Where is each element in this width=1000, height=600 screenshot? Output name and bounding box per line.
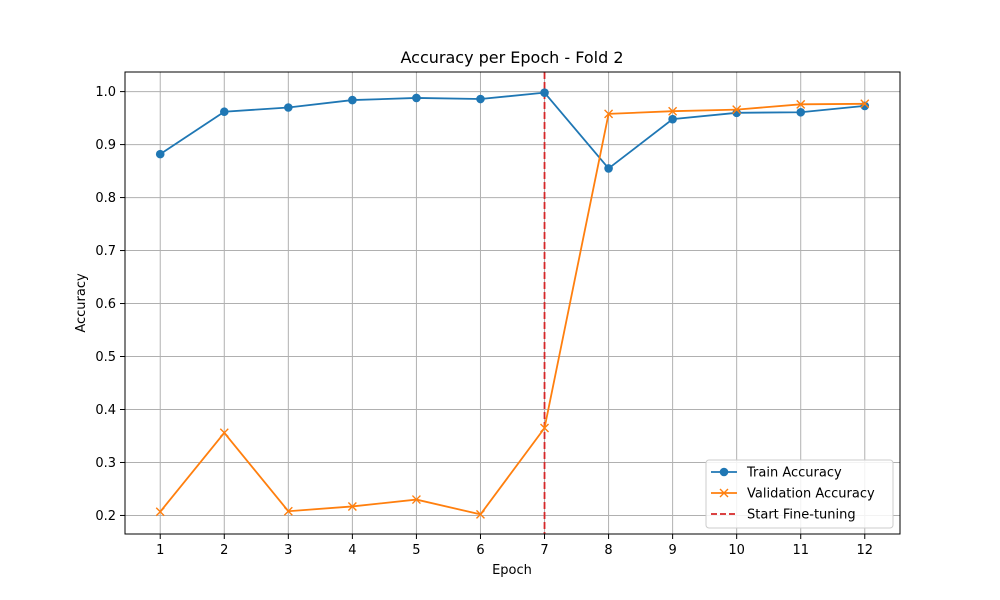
x-tick-label: 2	[220, 543, 228, 558]
data-point	[219, 428, 229, 438]
legend: Train Accuracy Validation Accuracy Start F…	[705, 459, 894, 529]
y-tick-label: 0.8	[95, 191, 116, 206]
y-tick-label: 0.3	[95, 456, 116, 471]
y-tick-label: 0.2	[95, 509, 116, 524]
data-point	[860, 99, 870, 109]
x-tick-label: 7	[540, 543, 548, 558]
data-point	[476, 94, 485, 104]
data-point	[732, 105, 742, 115]
series-layer	[155, 88, 870, 519]
data-point	[475, 509, 485, 519]
x-tick-label: 3	[284, 543, 292, 558]
ticks: 1 2 3 4 5 6 7 8 9 10 11 120.20.30.40.50.60.70.80.91…	[95, 85, 873, 558]
data-point	[412, 93, 421, 103]
y-tick-label: 0.9	[95, 138, 116, 153]
legend-box	[705, 459, 894, 529]
data-point	[348, 95, 357, 105]
legend-label: Start Fine-tuning	[747, 508, 856, 523]
y-axis-title: Accuracy	[74, 273, 89, 333]
data-point	[604, 109, 614, 119]
data-point	[347, 501, 357, 511]
series-line-2	[159, 102, 865, 516]
legend-label: Train Accuracy	[746, 466, 842, 481]
legend-label: Validation Accuracy	[747, 487, 875, 502]
legend-marker	[719, 488, 729, 498]
data-point	[155, 507, 165, 517]
y-tick-label: 0.5	[95, 350, 116, 365]
data-point	[219, 107, 229, 117]
legend-marker	[719, 467, 729, 477]
data-point	[540, 88, 549, 97]
series-line-1	[159, 91, 865, 170]
plot-frame	[124, 71, 901, 535]
data-point	[668, 106, 678, 116]
y-tick-label: 1.0	[95, 85, 116, 100]
data-point	[283, 506, 293, 516]
data-point	[668, 114, 677, 124]
x-tick-label: 12	[856, 543, 873, 558]
y-tick-label: 0.6	[95, 297, 116, 312]
y-tick-label: 0.4	[95, 403, 116, 418]
x-tick-label: 10	[728, 543, 745, 558]
data-point	[411, 495, 421, 505]
data-point	[155, 149, 165, 159]
x-tick-label: 1	[156, 543, 164, 558]
data-point	[796, 99, 806, 109]
data-point	[604, 164, 613, 173]
x-tick-label: 9	[668, 543, 676, 558]
x-tick-label: 5	[412, 543, 420, 558]
y-tick-label: 0.7	[95, 244, 116, 259]
x-tick-label: 6	[476, 543, 484, 558]
grid	[125, 72, 900, 534]
chart-title: Accuracy per Epoch - Fold 2	[400, 48, 623, 67]
data-point	[540, 423, 550, 433]
x-tick-label: 4	[348, 543, 356, 558]
data-point	[284, 103, 293, 112]
x-axis-title: Epoch	[492, 563, 532, 578]
x-tick-label: 8	[604, 543, 612, 558]
data-point	[732, 108, 741, 118]
data-point	[796, 107, 806, 117]
x-tick-label: 11	[792, 543, 809, 558]
